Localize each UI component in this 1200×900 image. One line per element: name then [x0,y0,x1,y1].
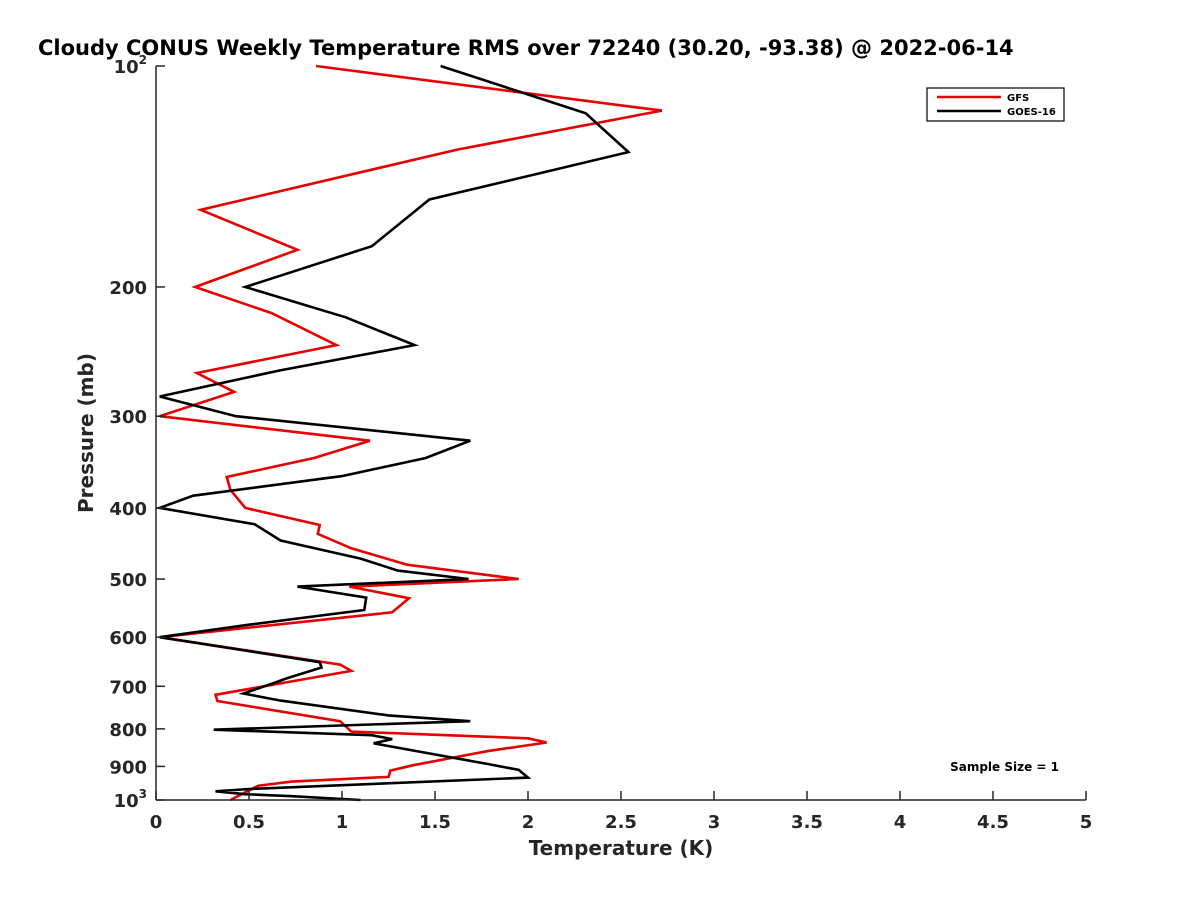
x-tick-label: 0 [150,812,163,833]
series-line-0 [159,64,663,802]
series-layer [154,64,663,802]
sample-size-annotation: Sample Size = 1 [950,760,1059,774]
legend-label-0: GFS [1007,93,1029,104]
x-tick-label: 4.5 [977,812,1009,833]
y-ticks: 102 200 300 400 500 600 700 800 900 103 [109,53,165,812]
legend-label-1: GOES-16 [1007,107,1056,118]
x-tick-label: 2.5 [605,812,637,833]
y-tick-label: 600 [109,628,147,649]
legend-items: GFS GOES-16 [937,93,1056,118]
x-tick-label: 1 [336,812,349,833]
x-tick-label: 1.5 [419,812,451,833]
y-tick-label: 900 [109,757,147,778]
y-tick-label: 500 [109,570,147,591]
x-ticks: 0 0.5 1 1.5 2 2.5 3 3.5 4 4.5 5 [150,791,1093,833]
x-tick-label: 4 [894,812,907,833]
x-tick-label: 5 [1080,812,1093,833]
legend: GFS GOES-16 [926,87,1065,122]
y-tick-label: 300 [109,407,147,428]
legend-box [926,87,1065,122]
y-tick-label: 200 [109,278,147,299]
x-axis-label: Temperature (K) [529,836,714,860]
y-tick-label: 102 [114,53,147,78]
y-tick-label: 800 [109,720,147,741]
x-tick-label: 0.5 [233,812,265,833]
y-tick-label: 400 [109,499,147,520]
chart-title: Cloudy CONUS Weekly Temperature RMS over… [38,36,1014,60]
y-axis-label: Pressure (mb) [74,353,98,513]
y-tick-label: 700 [109,677,147,698]
y-tick-label: 103 [114,787,147,812]
x-tick-label: 3.5 [791,812,823,833]
x-tick-label: 3 [708,812,721,833]
x-tick-label: 2 [522,812,535,833]
series-line-1 [154,64,632,802]
